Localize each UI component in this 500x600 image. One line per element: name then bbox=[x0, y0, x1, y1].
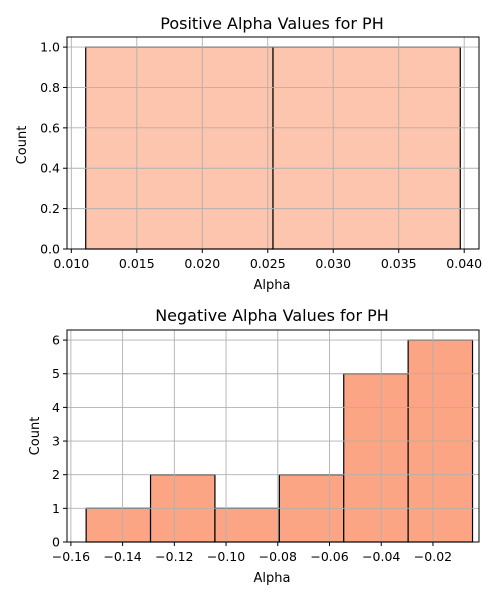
x-tick-label: 0.020 bbox=[184, 256, 220, 271]
x-tick-label: 0.025 bbox=[250, 256, 286, 271]
y-tick-label: 0 bbox=[52, 535, 60, 550]
histogram-bar bbox=[214, 507, 280, 543]
x-tick-label: 0.010 bbox=[53, 256, 89, 271]
y-axis-label: Count bbox=[15, 126, 30, 165]
x-tick-label: −0.14 bbox=[103, 549, 141, 564]
x-tick-label: −0.04 bbox=[362, 549, 400, 564]
chart-title: Positive Alpha Values for PH bbox=[160, 14, 383, 33]
y-tick-label: 1.0 bbox=[40, 40, 60, 55]
x-tick-label: 0.035 bbox=[381, 256, 417, 271]
y-tick-label: 6 bbox=[52, 333, 60, 348]
y-tick-label: 3 bbox=[52, 434, 60, 449]
positive-alpha-chart: Positive Alpha Values for PH 0.010 0.015 0… bbox=[15, 14, 482, 293]
y-tick-label: 5 bbox=[52, 366, 60, 381]
negative-alpha-chart: Negative Alpha Values for PH −0.16 −0.14−… bbox=[28, 306, 480, 586]
histogram-bar bbox=[272, 46, 461, 250]
y-axis-label: Count bbox=[28, 417, 43, 456]
histogram-bar bbox=[85, 507, 152, 543]
y-tick-label: 1 bbox=[52, 501, 60, 516]
axes-frame bbox=[66, 329, 480, 543]
x-tick-label: 0.015 bbox=[119, 256, 155, 271]
y-tick-label: 0.2 bbox=[40, 201, 60, 216]
y-tick-label: 0.4 bbox=[40, 161, 60, 176]
x-tick-label: −0.08 bbox=[259, 549, 297, 564]
y-tick-label: 0.6 bbox=[40, 120, 60, 135]
y-tick-label: 4 bbox=[52, 400, 60, 415]
x-axis-label: Alpha bbox=[254, 278, 291, 293]
y-tick-label: 0.8 bbox=[40, 80, 60, 95]
x-tick-label: −0.12 bbox=[155, 549, 193, 564]
x-axis-label: Alpha bbox=[254, 571, 291, 586]
y-tick-label: 0.0 bbox=[40, 242, 60, 257]
plot-area: −0.16 −0.14 −0.12 −0.10 −0.08 −0.06 −0.04 −0.02… bbox=[52, 329, 480, 564]
x-tick-label: 0.030 bbox=[315, 256, 351, 271]
x-tick-label: −0.16 bbox=[52, 549, 90, 564]
histogram-bar bbox=[343, 373, 409, 543]
x-tick-label: −0.10 bbox=[207, 549, 245, 564]
plot-area: 0.010 0.015 0.020 0.025 0.030 0.035 0.040 0.0 0.… bbox=[40, 36, 482, 271]
x-tick-label: 0.040 bbox=[446, 256, 482, 271]
y-tick-label: 2 bbox=[52, 467, 60, 482]
chart-title: Negative Alpha Values for PH bbox=[155, 306, 389, 325]
x-tick-label: −0.06 bbox=[310, 549, 348, 564]
x-tick-label: −0.02 bbox=[414, 549, 452, 564]
histogram-bar bbox=[85, 46, 274, 250]
axes-frame bbox=[66, 36, 480, 250]
